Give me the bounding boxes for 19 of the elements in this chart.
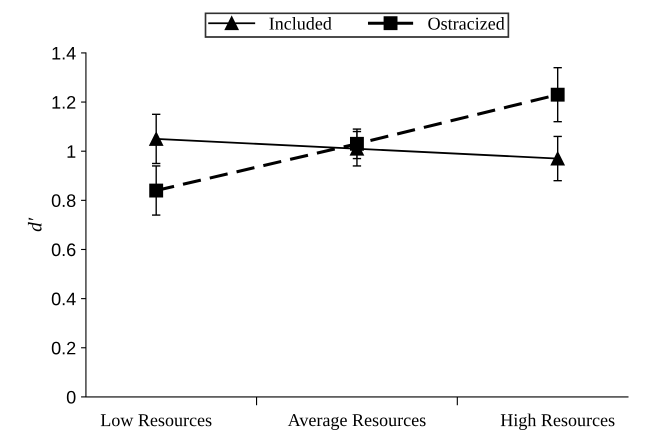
y-tick-label: 0 (66, 390, 76, 404)
point (350, 136, 364, 151)
y-axis-title: d′ (28, 218, 42, 232)
point (149, 132, 164, 146)
y-tick-label: 0.6 (52, 243, 76, 256)
y-tick-label: 1 (68, 145, 76, 158)
y-tick-label: 0.4 (52, 292, 76, 306)
x-tick-label: Low Resources (100, 414, 212, 426)
x-tick-label: Average Resources (288, 414, 426, 430)
x-tick-label: High Resources (500, 414, 614, 430)
point (550, 152, 565, 166)
y-tick-label: 0.8 (52, 194, 76, 208)
legend-label: Ostracized (428, 17, 505, 30)
legend-label: Included (269, 17, 332, 30)
point (149, 184, 164, 198)
y-tick-label: 0.2 (52, 342, 76, 354)
y-tick-label: 1.4 (52, 47, 76, 60)
y-tick-label: 1.2 (52, 96, 76, 109)
point (550, 88, 565, 102)
